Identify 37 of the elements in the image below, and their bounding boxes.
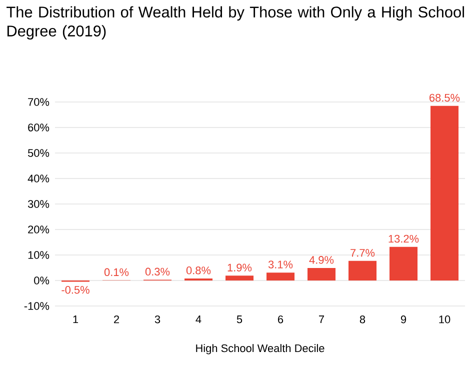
x-axis-title: High School Wealth Decile	[196, 344, 324, 354]
data-label: 1.9%	[228, 264, 252, 272]
x-tick-label: 3	[154, 316, 160, 324]
data-label: 68.5%	[430, 94, 460, 102]
y-tick-label: 30%	[28, 200, 50, 208]
y-tick-label: 70%	[28, 98, 50, 106]
x-tick-label: 8	[360, 316, 366, 324]
bar	[226, 276, 254, 280]
y-tick-label: 20%	[28, 226, 50, 234]
data-label: 3.1%	[268, 260, 293, 268]
bar	[266, 272, 295, 280]
y-tick-label: 60%	[28, 124, 50, 132]
x-tick-label: 4	[196, 316, 202, 324]
data-label: 13.2%	[388, 234, 419, 243]
bar	[430, 106, 459, 280]
y-tick-label: 10%	[28, 251, 50, 259]
data-label: 0.3%	[145, 268, 170, 276]
x-tick-label: 9	[400, 316, 406, 324]
x-tick-label: 7	[319, 316, 324, 324]
data-label: 7.7%	[350, 249, 375, 257]
x-tick-label: 10	[439, 316, 450, 324]
bar	[308, 268, 336, 280]
data-label: 4.9%	[309, 256, 334, 264]
data-label: -0.5%	[62, 286, 90, 294]
x-tick-label: 5	[236, 316, 242, 324]
data-label: 0.8%	[186, 266, 211, 274]
bar	[348, 260, 377, 280]
x-tick-label: 6	[278, 316, 284, 324]
y-tick-label: 50%	[28, 149, 50, 157]
y-tick-label: 0%	[34, 276, 50, 284]
data-label: 0.1%	[104, 268, 129, 276]
x-tick-label: 1	[73, 316, 78, 324]
chart-title: The Distribution of Wealth Held by Those with Only a High School Degree (2019)	[6, 6, 464, 40]
bar	[390, 246, 418, 280]
x-tick-label: 2	[114, 316, 120, 324]
y-tick-label: 40%	[28, 174, 50, 182]
y-tick-label: -10%	[24, 302, 50, 310]
